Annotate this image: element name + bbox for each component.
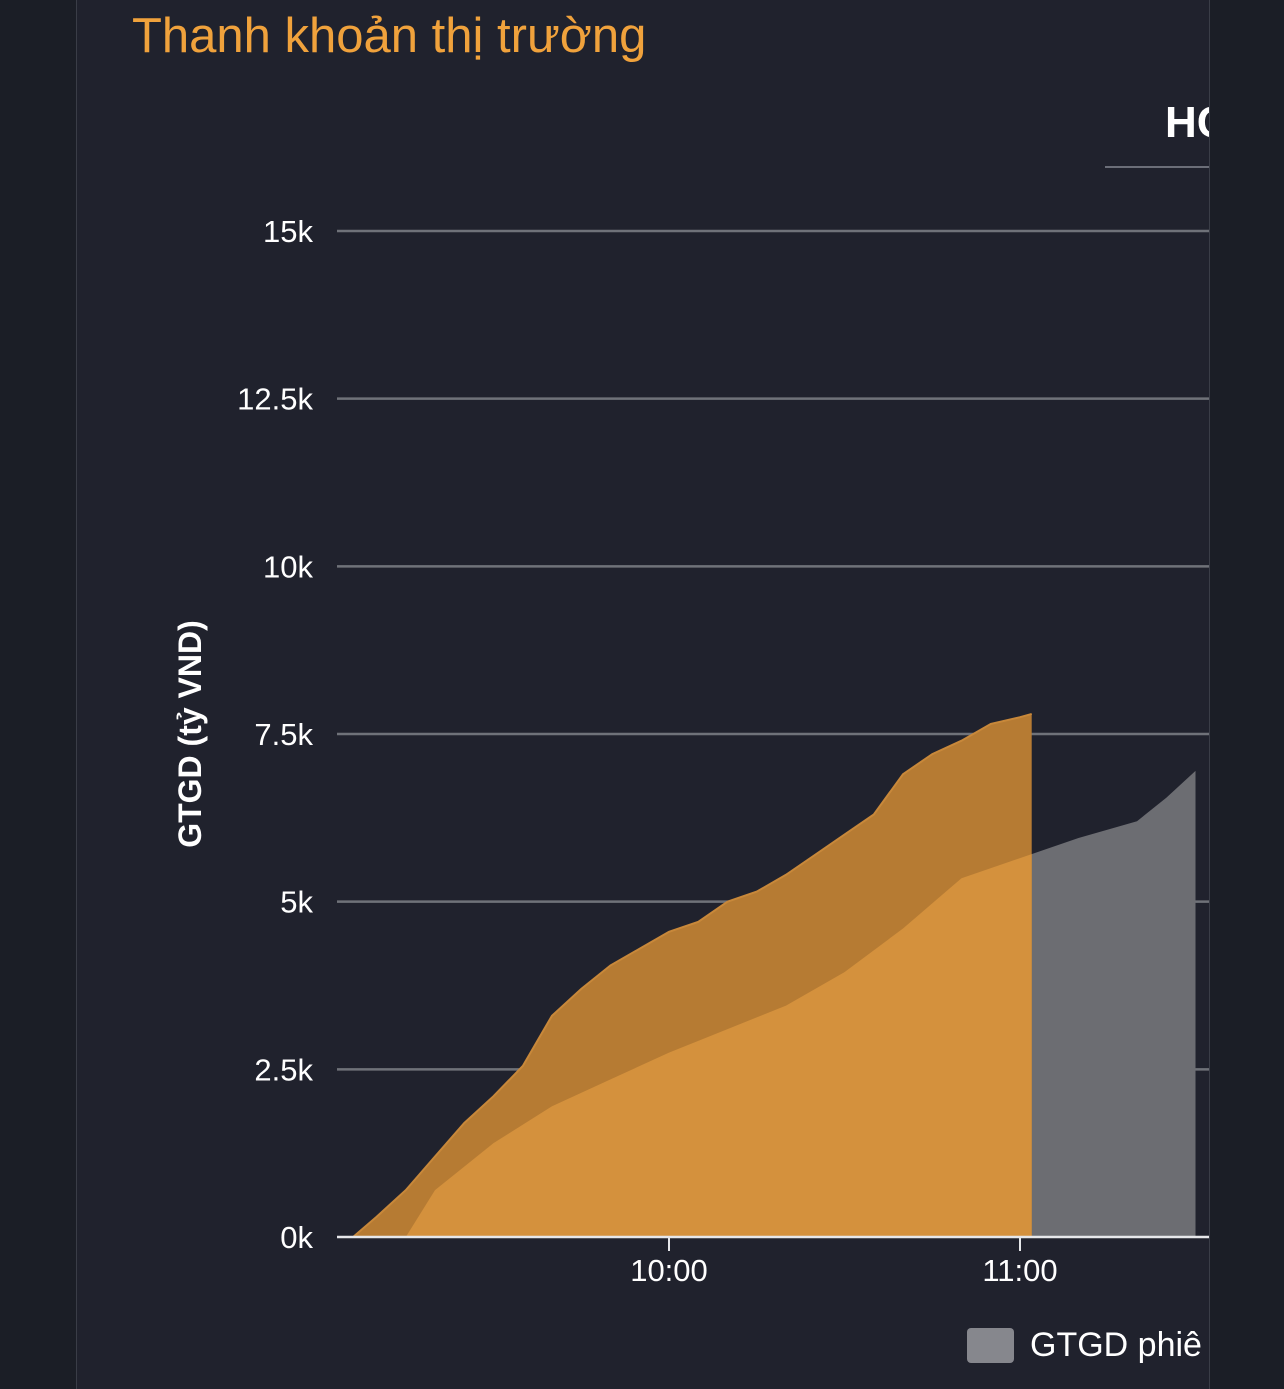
y-tick-label-4: 10k (263, 549, 313, 584)
y-tick-label-1: 2.5k (254, 1052, 313, 1087)
legend-label: GTGD phiê (1030, 1326, 1202, 1364)
series-area-overlap (405, 854, 1032, 1237)
y-tick-label-5: 12.5k (237, 382, 313, 417)
tab-underline (1105, 166, 1209, 168)
x-tick-label-0: 10:00 (630, 1253, 708, 1288)
market-liquidity-panel: Thanh khoản thị trường HC 10:00 11:00 0k 2.… (76, 0, 1210, 1389)
tab-exchange[interactable]: HC (1165, 98, 1209, 147)
y-axis-title: GTGD (tỷ VND) (172, 620, 208, 848)
y-tick-label-2: 5k (280, 885, 313, 920)
panel-title: Thanh khoản thị trường (132, 9, 647, 63)
axes (337, 1235, 1209, 1251)
series-areas (352, 712, 1196, 1238)
legend[interactable]: GTGD phiê (967, 1326, 1202, 1365)
liquidity-area-chart: 10:00 11:00 0k 2.5k 5k 7.5k 10k 12.5k 15k GTGD (t… (172, 214, 1209, 1288)
series-line-current (352, 712, 1032, 1238)
axis-labels: 10:00 11:00 0k 2.5k 5k 7.5k 10k 12.5k 15k GTGD (t… (172, 214, 1058, 1288)
y-tick-label-3: 7.5k (254, 717, 313, 752)
x-tick-label-1: 11:00 (982, 1253, 1057, 1288)
y-tick-label-0: 0k (280, 1220, 313, 1255)
gridlines (337, 229, 1209, 1071)
legend-swatch-gray (967, 1328, 1014, 1363)
y-tick-label-6: 15k (263, 214, 313, 249)
